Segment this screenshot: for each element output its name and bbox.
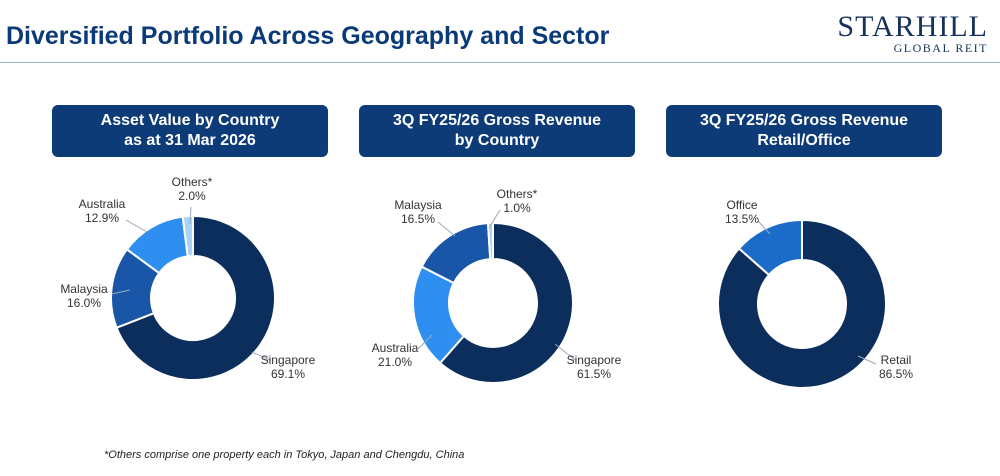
chart-2-leader-australia [417,334,433,350]
chart-3-leader-retail [857,355,877,365]
chart-3-leader-office [757,220,771,235]
logo-main-text: STARHILL [837,10,988,43]
chart-1-label-singapore: Singapore 69.1% [261,353,316,381]
chart-2-label-singapore: Singapore 61.5% [567,353,622,381]
chart-1-slice-singapore [115,214,276,381]
footnote: *Others comprise one property each in To… [104,449,465,461]
chart-1-label-others: Others* 2.0% [172,175,213,203]
page-title: Diversified Portfolio Across Geography a… [6,22,610,50]
chart-1-label-malaysia: Malaysia 16.0% [60,282,108,310]
chart-1-slice-others [181,214,194,258]
chart-2-title-line-2: by Country [454,132,540,149]
chart-3-title-line-2: Retail/Office [757,132,851,149]
chart-2-leader-malaysia [437,221,456,237]
title-divider [0,62,1000,63]
chart-3-slice-office [737,218,803,277]
chart-1-title: Asset Value by Country as at 31 Mar 2026 [52,105,328,157]
chart-1-leader-malaysia [111,289,131,295]
chart-2-title-line-1: 3Q FY25/26 Gross Revenue [392,112,602,129]
chart-2-slice-singapore [438,221,574,384]
logo-sub-text: GLOBAL REIT [893,41,988,55]
chart-3-slice-retail [717,218,887,389]
chart-3-title-line-1: 3Q FY25/26 Gross Revenue [699,112,909,129]
chart-1-leader-others [189,206,192,225]
chart-2-slice-others [486,221,494,261]
chart-1-label-australia: Australia 12.9% [79,197,126,225]
chart-2-label-others: Others* 1.0% [497,187,538,215]
chart-1-title-line-1: Asset Value by Country [100,112,280,129]
chart-2-label-malaysia: Malaysia 16.5% [394,198,442,226]
chart-2-leader-singapore [554,343,576,361]
chart-1-leader-australia [125,219,148,233]
chart-1-leader-singapore [251,351,271,361]
chart-2-label-australia: Australia 21.0% [372,341,419,369]
starhill-logo: STARHILL GLOBAL REIT [837,12,988,56]
chart-3-label-retail: Retail 86.5% [879,353,913,381]
chart-2-title: 3Q FY25/26 Gross Revenue by Country [359,105,635,157]
chart-3-title: 3Q FY25/26 Gross Revenue Retail/Office [666,105,942,157]
chart-2-leader-others [488,209,501,229]
chart-3-label-office: Office 13.5% [725,198,759,226]
chart-1-title-line-2: as at 31 Mar 2026 [124,132,256,149]
